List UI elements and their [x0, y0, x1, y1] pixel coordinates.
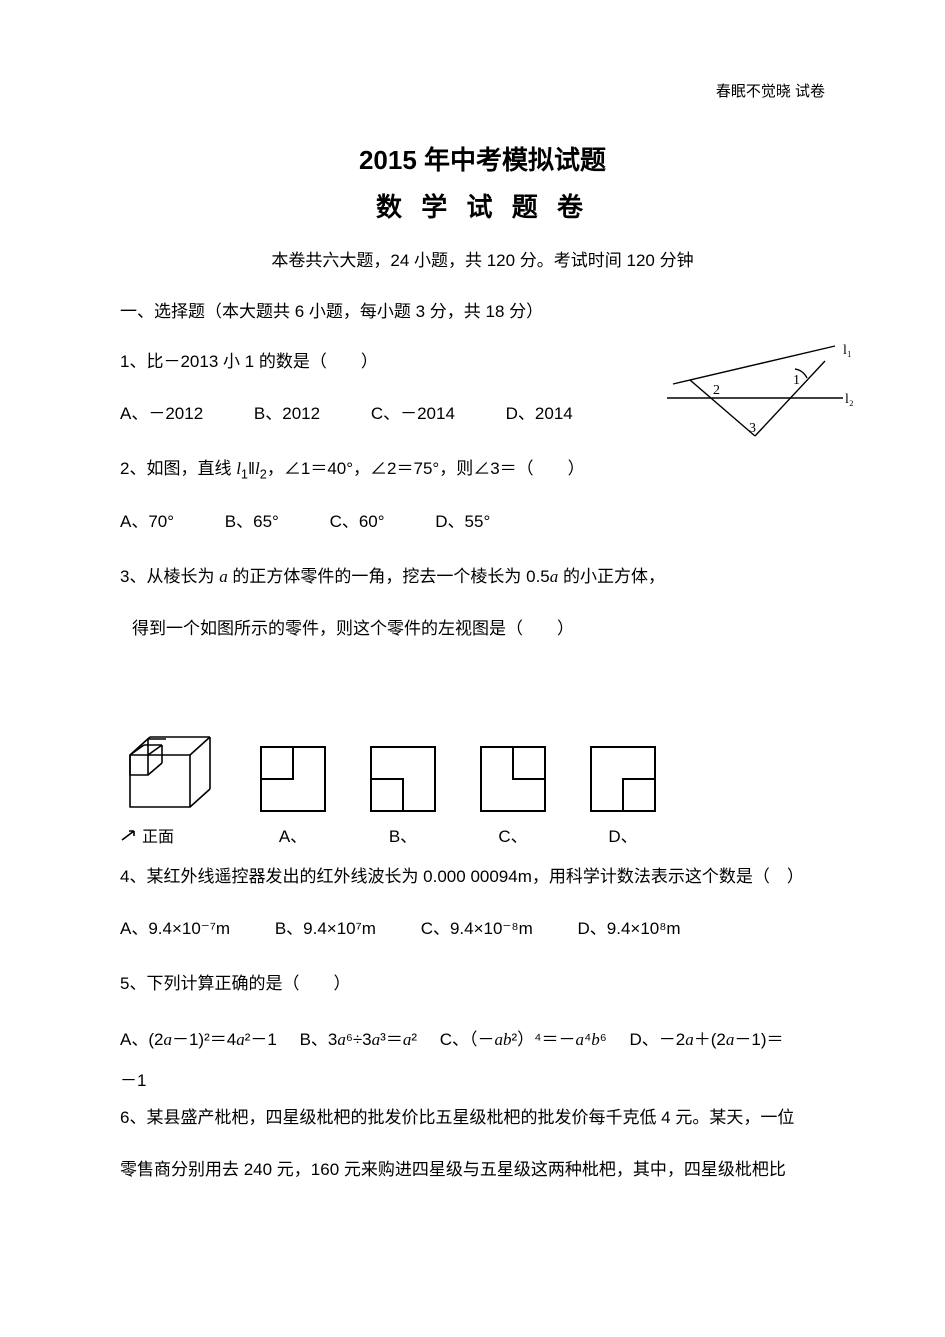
q3-opt-a-label: A、 [279, 822, 307, 847]
q4-opt-a: A、9.4×10⁻⁷m [120, 913, 230, 945]
q5-opt-d-tail: －1 [120, 1071, 146, 1090]
q2-l1-sub: 1 [241, 466, 248, 481]
q5a-mid: －1)²＝4 [172, 1030, 236, 1049]
q3-opt-d-fig: D、 [590, 746, 656, 847]
page: 春眠不觉晓 试卷 2015 年中考模拟试题 数 学 试 题 卷 本卷共六大题，2… [0, 0, 945, 1266]
front-text: 正面 [142, 823, 174, 847]
q5-opt-d: D、－2a＋(2a－1)＝ [630, 1030, 784, 1049]
q5b-a2: a [372, 1030, 381, 1049]
q2-stem-pre: 2、如图，直线 [120, 459, 236, 478]
q1-opt-b: B、2012 [254, 398, 320, 430]
q1-opt-d: D、2014 [506, 398, 573, 430]
question-3-line1: 3、从棱长为 a 的正方体零件的一角，挖去一个棱长为 0.5a 的小正方体， [120, 561, 845, 593]
q4-opt-b: B、9.4×10⁷m [275, 913, 376, 945]
q3-opt-a-fig: A、 [260, 746, 326, 847]
q3-l1-pre: 3、从棱长为 [120, 567, 219, 586]
q5a-a2: a [236, 1030, 245, 1049]
q2-opt-b: B、65° [225, 506, 279, 538]
view-b-icon [370, 746, 436, 812]
q3-l1-mid: 的正方体零件的一角，挖去一个棱长为 0.5 [228, 567, 550, 586]
q5b-pre: B、3 [300, 1030, 338, 1049]
question-3-line2: 得到一个如图所示的零件，则这个零件的左视图是（ ） [132, 613, 845, 645]
front-label: 正面 [120, 823, 174, 847]
q5-opt-c: C、（－ab²）⁴＝－a⁴b⁶ [440, 1030, 612, 1049]
q5-opt-a: A、(2a－1)²＝4a²－1 [120, 1030, 282, 1049]
q1-opt-c: C、－2014 [371, 398, 455, 430]
angle-3-label: 3 [749, 421, 756, 436]
q3-cube-wrap: 正面 [120, 725, 216, 847]
q2-options: A、70° B、65° C、60° D、55° [120, 506, 845, 538]
instructions: 本卷共六大题，24 小题，共 120 分。考试时间 120 分钟 [120, 246, 845, 271]
q5c-b: b [591, 1030, 600, 1049]
question-6-line2: 零售商分别用去 240 元，160 元来购进四星级与五星级这两种枇杷，其中，四星… [120, 1154, 845, 1186]
q2-opt-d: D、55° [435, 506, 490, 538]
q3-opt-c-label: C、 [498, 822, 527, 847]
q5d-mid: ＋(2 [694, 1030, 726, 1049]
q5-opt-b: B、3a⁶÷3a³＝a² [300, 1030, 422, 1049]
q5b-mid: ⁶÷3 [346, 1030, 372, 1049]
question-5: 5、下列计算正确的是（ ） [120, 968, 845, 1000]
q2-opt-c: C、60° [330, 506, 385, 538]
question-2: 2、如图，直线 l1‖l2，∠1＝40°，∠2＝75°，则∠3＝（ ） [120, 453, 845, 487]
view-d-icon [590, 746, 656, 812]
q2-parallel: ‖ [248, 459, 255, 478]
view-a-icon [260, 746, 326, 812]
main-title: 2015 年中考模拟试题 [120, 140, 845, 177]
subtitle: 数 学 试 题 卷 [120, 187, 845, 224]
q5d-post: －1)＝ [734, 1030, 783, 1049]
l1-label: l₁ [843, 343, 852, 358]
angle-2-label: 2 [713, 383, 720, 398]
q4-opt-c: C、9.4×10⁻⁸m [421, 913, 533, 945]
q2-opt-a: A、70° [120, 506, 174, 538]
q3-opt-d-label: D、 [608, 822, 637, 847]
q5c-post: ⁶ [600, 1030, 607, 1049]
q5b-mid2: ³＝ [380, 1030, 403, 1049]
q3-figures-row: 正面 A、 B、 [120, 725, 845, 847]
q5c-a: a [575, 1030, 584, 1049]
q5c-mid: ²）⁴＝－ [512, 1030, 576, 1049]
q3-a1: a [219, 567, 228, 586]
question-4: 4、某红外线遥控器发出的红外线波长为 0.000 00094m，用科学计数法表示… [120, 861, 845, 893]
q5c-ab: ab [495, 1030, 512, 1049]
l2-label: l₂ [845, 392, 854, 407]
question-6-line1: 6、某县盛产枇杷，四星级枇杷的批发价比五星级枇杷的批发价每千克低 4 元。某天，… [120, 1102, 845, 1134]
q5d-a: a [685, 1030, 694, 1049]
q1-stem: 1、比－2013 小 1 的数是（ ） [120, 352, 378, 371]
q5b-a: a [337, 1030, 346, 1049]
header-watermark: 春眠不觉晓 试卷 [716, 80, 825, 101]
q5a-post: ²－1 [245, 1030, 277, 1049]
q3-l1-post: 的小正方体， [558, 567, 665, 586]
q4-opt-d: D、9.4×10⁸m [577, 913, 680, 945]
q5c-pre: C、（－ [440, 1030, 495, 1049]
q5a-a: a [163, 1030, 172, 1049]
q3-opt-b-label: B、 [389, 822, 417, 847]
q5-options: A、(2a－1)²＝4a²－1 B、3a⁶÷3a³＝a² C、（－ab²）⁴＝－… [120, 1020, 845, 1102]
q1-opt-a: A、－2012 [120, 398, 203, 430]
q3-opt-b-fig: B、 [370, 746, 436, 847]
q2-stem-post: ，∠1＝40°，∠2＝75°，则∠3＝（ ） [267, 459, 585, 478]
angle-diagram: l₁ l₂ 1 2 3 [645, 336, 865, 446]
q3-a2: a [550, 567, 559, 586]
question-1: 1、比－2013 小 1 的数是（ ） l₁ l₂ 1 2 3 [120, 346, 845, 378]
q5a-pre: A、(2 [120, 1030, 163, 1049]
angle-1-label: 1 [793, 373, 800, 388]
q5b-post: ² [411, 1030, 417, 1049]
arrow-icon [120, 828, 138, 842]
q2-l2-sub: 2 [260, 466, 267, 481]
q4-options: A、9.4×10⁻⁷m B、9.4×10⁷m C、9.4×10⁻⁸m D、9.4… [120, 913, 845, 945]
cube-3d-icon [120, 725, 216, 815]
section-1-heading: 一、选择题（本大题共 6 小题，每小题 3 分，共 18 分） [120, 297, 845, 322]
view-c-icon [480, 746, 546, 812]
q3-opt-c-fig: C、 [480, 746, 546, 847]
q5d-pre: D、－2 [630, 1030, 686, 1049]
